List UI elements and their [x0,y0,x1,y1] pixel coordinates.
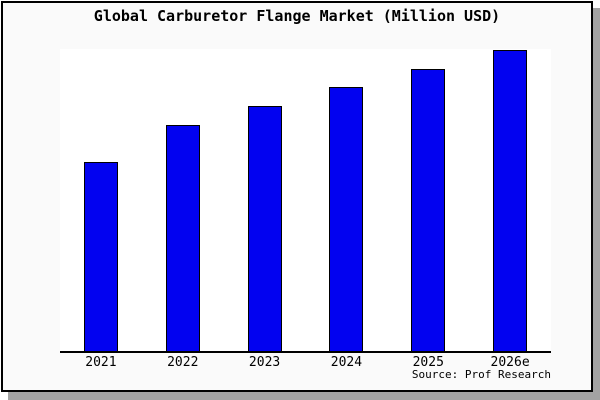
x-tick-label: 2021 [85,355,117,370]
x-tick-label: 2025 [412,355,444,370]
source-text: Source: Prof Research [411,368,551,381]
bar-2021 [83,162,118,351]
x-tick-label: 2026e [490,355,530,370]
x-tick-label: 2024 [330,355,363,370]
chart-title: Global Carburetor Flange Market (Million… [93,7,501,25]
chart-frame: Global Carburetor Flange Market (Million… [1,1,593,392]
bar-2026e [493,50,528,351]
x-tick-label: 2022 [167,355,199,370]
bar-2022 [165,125,200,351]
plot-area [60,49,551,353]
bar-2024 [329,87,364,351]
bar-2023 [247,106,282,351]
bar-2025 [411,69,446,351]
x-axis-labels: 2021 2022 2023 2024 2025 2026e [60,355,551,371]
x-tick-label: 2023 [248,355,281,370]
